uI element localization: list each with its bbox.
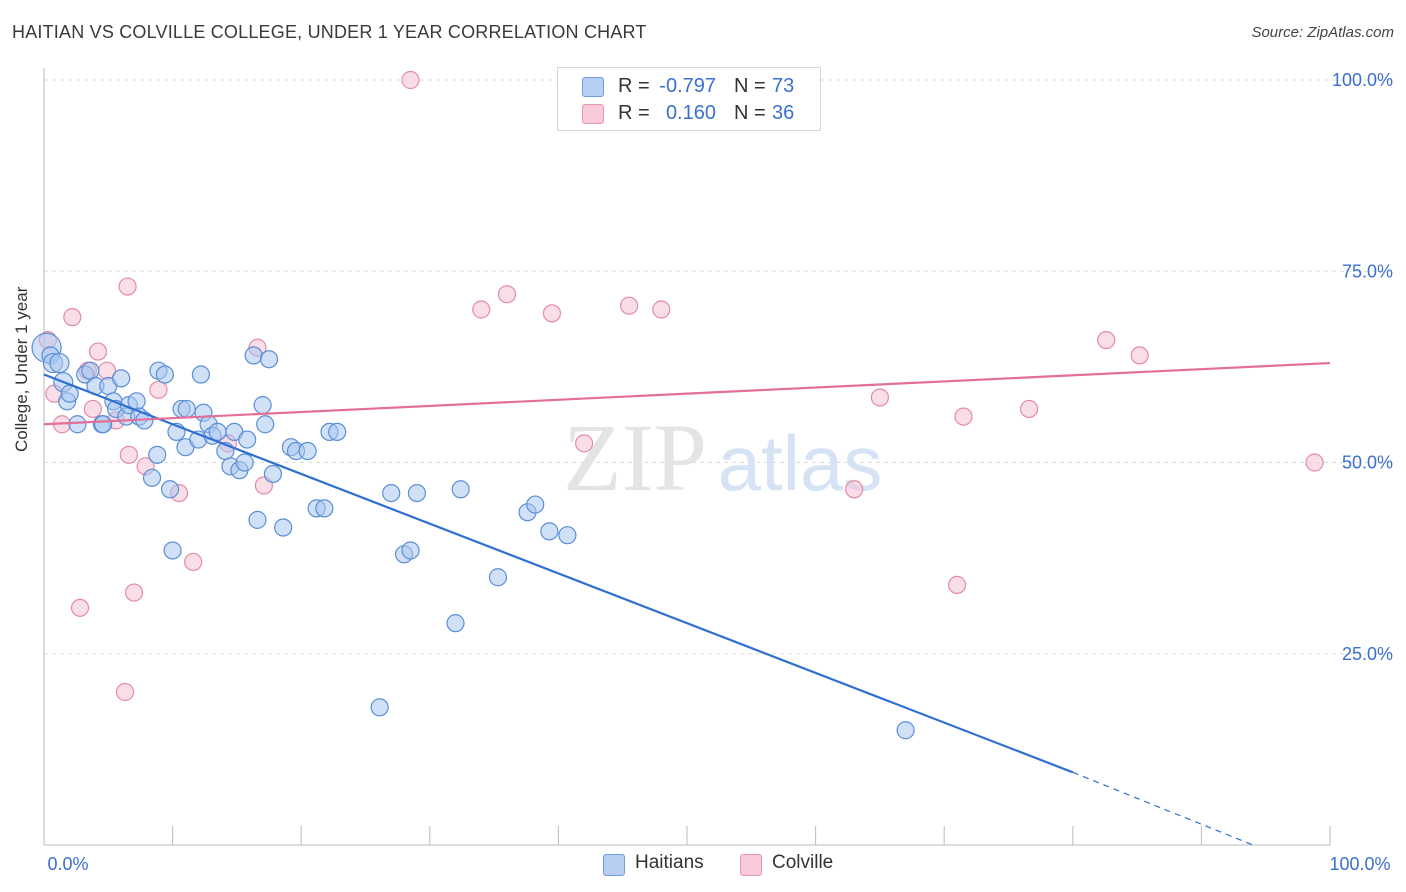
haitians-point [155,365,174,384]
colville-point [1130,346,1149,365]
haitians-point [142,468,162,487]
y-tick-label: 100.0% [1332,70,1393,90]
y-tick-label: 25.0% [1342,644,1393,664]
y-axis-label: College, Under 1 year [12,286,31,452]
legend-swatch-blue [582,77,604,97]
colville-point [947,575,967,595]
legend-n-label: N = [734,75,766,97]
colville-point [497,285,517,304]
haitians-point [163,541,182,560]
chart-title: HAITIAN VS COLVILLE COLLEGE, UNDER 1 YEA… [12,22,647,42]
haitians-point [148,445,167,464]
haitians-point [896,721,915,740]
colville-points [38,70,1324,702]
haitians-point [407,484,427,503]
legend-r-label: R = [618,102,650,124]
legend-swatch-pink [582,104,604,124]
haitians-point [235,453,254,472]
haitians-point [49,352,70,374]
x-tick-label-min: 0.0% [47,854,88,874]
colville-point [401,70,420,90]
haitians-point [112,369,131,388]
haitians-point [315,499,334,518]
colville-point [119,445,138,464]
y-tick-label: 50.0% [1342,453,1393,473]
x-tick-label-max: 100.0% [1329,854,1390,874]
colville-point [118,277,137,296]
colville-point [1305,453,1324,472]
haitians-point [81,361,100,380]
tick-labels: 25.0% 50.0% 75.0% 100.0% 0.0% 100.0% [47,70,1393,874]
haitians-point [259,350,279,369]
colville-point [124,583,144,602]
legend-r-value: -0.797 [659,75,716,97]
bottom-legend-label-haitians: Haitians [635,852,704,873]
haitians-point [370,698,389,717]
haitians-point [382,484,401,503]
haitians-trend-extension [1072,771,1254,846]
grid-lines [44,79,1395,655]
haitians-point [274,518,293,537]
haitians-point [298,441,317,461]
y-tick-label: 75.0% [1342,261,1393,281]
colville-point [184,552,203,572]
colville-point [542,304,562,323]
haitians-point [540,522,559,541]
haitians-point [248,510,267,529]
bottom-legend-swatch-blue [603,854,625,876]
haitians-point [256,415,275,434]
legend-n-label: N = [734,102,766,124]
correlation-legend: R = -0.797 N = 73 R = 0.160 N = 36 [557,67,821,131]
haitians-point [94,415,113,434]
colville-point [83,399,102,419]
colville-point [149,380,168,399]
axes [43,68,1331,846]
haitians-point [160,480,180,499]
trend-lines [43,361,1331,846]
haitians-point [263,464,283,484]
haitians-point [191,365,210,384]
legend-r-value: 0.160 [665,102,716,124]
legend-n-value: 36 [772,102,795,124]
colville-point [472,300,491,319]
haitians-point [253,396,272,415]
haitians-point [328,422,347,441]
watermark: ZIP atlas [563,404,882,511]
watermark-zip: ZIP [563,404,707,511]
bottom-legend-swatch-pink [740,854,762,876]
colville-point [575,434,594,453]
colville-point [63,308,82,327]
haitians-point [451,480,470,499]
colville-point [70,598,90,617]
haitians-trend-line [43,373,1074,774]
colville-point [954,407,973,426]
colville-point [1097,331,1116,350]
colville-point [115,682,135,702]
source-label: Source: ZipAtlas.com [1251,24,1394,41]
haitians-point [238,430,257,449]
colville-point [845,480,864,499]
legend-n-value: 73 [772,75,795,97]
haitians-point [208,422,227,441]
haitians-point [244,346,263,365]
legend-r-label: R = [618,75,650,97]
colville-point [1019,399,1039,419]
haitians-point [401,541,420,560]
colville-point [870,388,890,407]
haitians-point [177,399,196,419]
haitians-point [526,495,545,514]
haitians-point [68,415,87,434]
colville-point [652,300,671,319]
colville-point [620,296,639,315]
haitians-points [31,332,915,740]
colville-point [88,342,108,361]
colville-trend-line [43,361,1331,426]
haitians-point [446,614,465,633]
haitians-point [488,568,508,587]
haitians-point [558,526,577,545]
bottom-legend-label-colville: Colville [772,852,834,873]
